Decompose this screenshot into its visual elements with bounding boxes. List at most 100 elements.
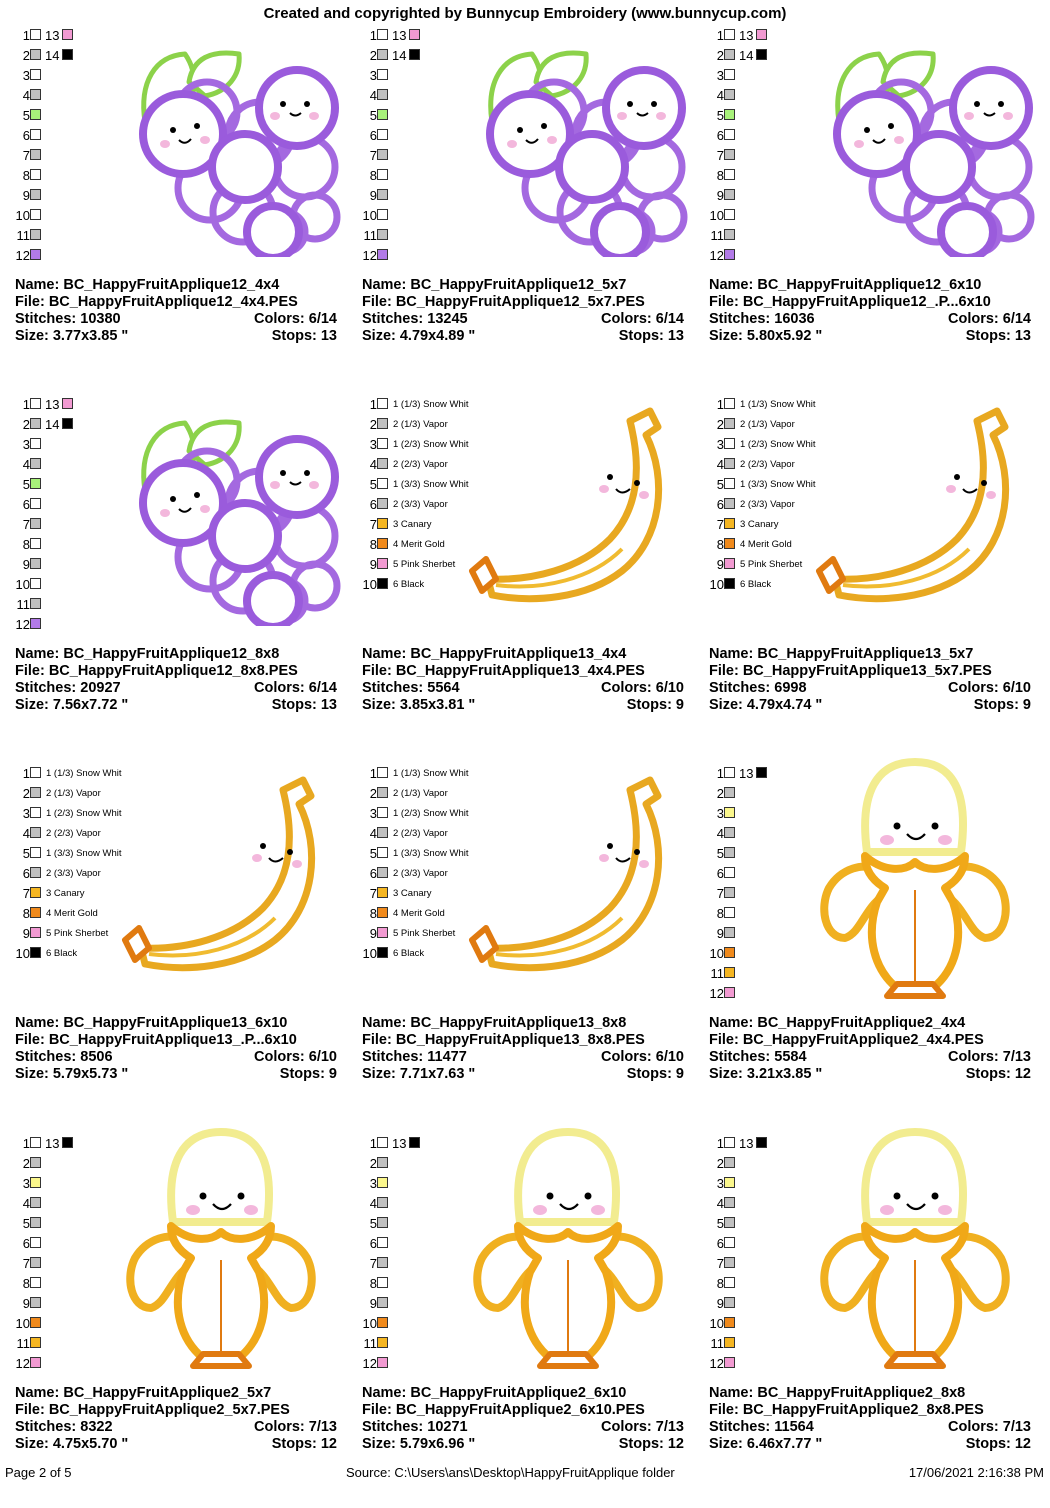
color-stop-number: 8 xyxy=(22,168,30,183)
color-swatch xyxy=(377,1297,388,1308)
color-stop-number: 5 xyxy=(716,846,724,861)
source-path: Source: C:\Users\ans\Desktop\HappyFruitA… xyxy=(346,1465,675,1480)
color-swatch xyxy=(62,29,73,40)
color-stop-number: 8 xyxy=(369,168,377,183)
color-stop-number: 7 xyxy=(369,148,377,163)
thread-color-row: 3 1 (2/3) Snow Whit xyxy=(15,804,175,824)
design-card: 1 1 (1/3) Snow Whit 2 2 (1/3) Vapor 3 1 (2/3)… xyxy=(362,766,710,1138)
color-swatch xyxy=(724,847,735,858)
thread-color-row: 6 xyxy=(362,126,522,146)
color-stop-number: 5 xyxy=(22,477,30,492)
design-info: Name: BC_HappyFruitApplique2_8x8 File: BC… xyxy=(709,1385,1031,1453)
color-swatch xyxy=(724,149,735,160)
color-stop-number: 4 xyxy=(22,1196,30,1211)
design-card: 1 13 2 14 3 4 5 6 7 8 9 10 11 12 Name: BC_HappyFruitA… xyxy=(15,28,363,400)
thread-color-row: 1 13 xyxy=(362,26,522,46)
color-swatch xyxy=(30,109,41,120)
thread-color-row: 8 4 Merit Gold xyxy=(362,535,522,555)
thread-color-row: 8 xyxy=(362,1274,522,1294)
color-swatch xyxy=(30,1157,41,1168)
color-swatch xyxy=(377,1337,388,1348)
design-size: Size: 4.75x5.70 " xyxy=(15,1436,129,1452)
color-stop-number: 7 xyxy=(22,1256,30,1271)
color-swatch xyxy=(724,1157,735,1168)
color-swatch xyxy=(377,398,388,409)
color-stop-number: 7 xyxy=(369,1256,377,1271)
thread-name: 1 (1/3) Snow Whit xyxy=(393,399,469,410)
design-file: File: BC_HappyFruitApplique12_4x4.PES xyxy=(15,294,298,310)
design-info: Name: BC_HappyFruitApplique12_6x10 File: … xyxy=(709,277,1031,345)
thread-name: 4 Merit Gold xyxy=(393,539,445,550)
thread-color-row: 6 xyxy=(709,864,869,884)
color-stop-number: 7 xyxy=(22,886,30,901)
design-card: 1 13 2 3 4 5 6 7 8 9 10 11 12 Name: BC_HappyFruitApp… xyxy=(15,1127,363,1508)
color-stop-number: 4 xyxy=(716,1196,724,1211)
thread-name: 4 Merit Gold xyxy=(740,539,792,550)
thread-color-row: 1 13 xyxy=(709,764,869,784)
design-file: File: BC_HappyFruitApplique13_.P...6x10 xyxy=(15,1032,297,1048)
color-stop-number: 3 xyxy=(369,1176,377,1191)
color-swatch xyxy=(724,1277,735,1288)
color-stop-number: 2 xyxy=(22,417,30,432)
thread-color-row: 2 xyxy=(15,1154,175,1174)
design-preview xyxy=(458,1122,688,1382)
color-swatch xyxy=(30,947,41,958)
color-swatch xyxy=(377,518,388,529)
thread-color-row: 12 xyxy=(15,615,175,635)
thread-color-row: 7 xyxy=(362,1254,522,1274)
color-stop-number: 12 xyxy=(15,1356,30,1371)
color-swatch xyxy=(30,1277,41,1288)
thread-color-row: 8 xyxy=(362,166,522,186)
thread-color-row: 3 1 (2/3) Snow Whit xyxy=(362,435,522,455)
color-swatch xyxy=(377,1197,388,1208)
color-stop-number: 1 xyxy=(716,397,724,412)
thread-color-row: 4 xyxy=(15,455,175,475)
thread-color-row: 6 xyxy=(15,1234,175,1254)
thread-color-row: 10 xyxy=(709,1314,869,1334)
color-stop-number: 9 xyxy=(22,926,30,941)
color-swatch xyxy=(30,49,41,60)
color-stop-number: 2 xyxy=(22,48,30,63)
thread-color-row: 1 1 (1/3) Snow Whit xyxy=(362,764,522,784)
stitch-count: Stitches: 5564 xyxy=(362,680,460,696)
thread-color-row: 12 xyxy=(362,246,522,266)
thread-color-row: 7 3 Canary xyxy=(15,884,175,904)
color-swatch xyxy=(377,498,388,509)
color-swatch xyxy=(30,169,41,180)
thread-color-row: 8 xyxy=(709,904,869,924)
color-swatch xyxy=(30,1137,41,1148)
color-swatch xyxy=(377,887,388,898)
thread-color-row: 11 xyxy=(709,1334,869,1354)
color-swatch xyxy=(724,867,735,878)
thread-color-row: 1 1 (1/3) Snow Whit xyxy=(362,395,522,415)
thread-color-row: 5 1 (3/3) Snow Whit xyxy=(15,844,175,864)
color-swatch xyxy=(30,598,41,609)
thread-color-row: 8 4 Merit Gold xyxy=(709,535,869,555)
color-stop-number: 3 xyxy=(22,1176,30,1191)
color-stop-number: 7 xyxy=(716,886,724,901)
thread-name: 1 (2/3) Snow Whit xyxy=(393,808,469,819)
color-stop-number: 3 xyxy=(22,68,30,83)
thread-name: 2 (1/3) Vapor xyxy=(393,788,448,799)
thread-color-row: 11 xyxy=(15,595,175,615)
color-swatch xyxy=(724,478,735,489)
color-swatch xyxy=(724,229,735,240)
thread-color-row: 10 xyxy=(709,944,869,964)
thread-color-row: 12 xyxy=(15,1354,175,1374)
color-swatch xyxy=(30,767,41,778)
thread-color-row: 7 xyxy=(709,1254,869,1274)
thread-color-row: 10 6 Black xyxy=(15,944,175,964)
color-swatch xyxy=(724,578,735,589)
color-stop-number: 10 xyxy=(15,946,30,961)
stitch-count: Stitches: 20927 xyxy=(15,680,121,696)
color-swatch xyxy=(62,1137,73,1148)
thread-color-row: 10 xyxy=(362,1314,522,1334)
color-swatch xyxy=(724,1237,735,1248)
thread-color-row: 9 xyxy=(15,555,175,575)
color-swatch xyxy=(377,1317,388,1328)
thread-color-row: 5 xyxy=(709,106,869,126)
thread-name: 2 (3/3) Vapor xyxy=(393,499,448,510)
color-stop-number: 11 xyxy=(16,228,31,243)
thread-color-row: 12 xyxy=(709,984,869,1004)
color-stop-number: 4 xyxy=(22,826,30,841)
